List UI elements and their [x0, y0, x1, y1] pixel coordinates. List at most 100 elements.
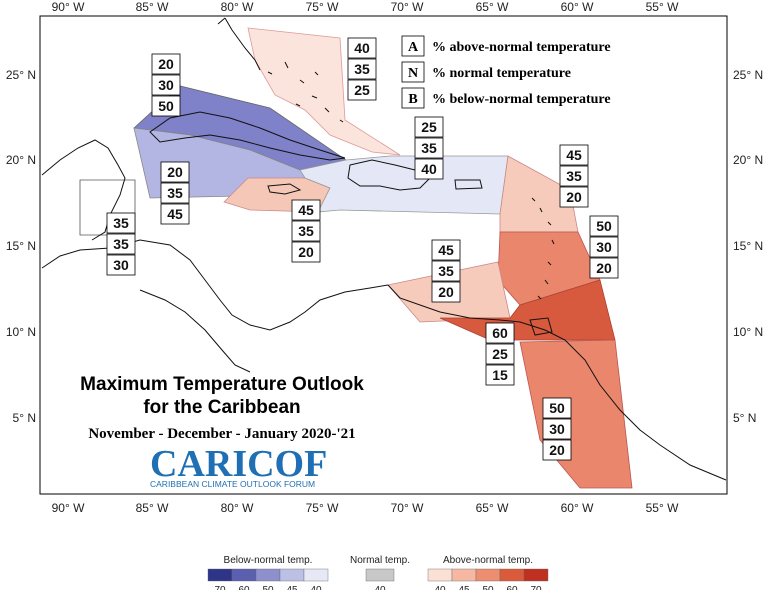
prob-cell — [431, 281, 461, 303]
colorbar-below-swatch — [303, 568, 329, 582]
colorbar-above-tick: 45 — [458, 585, 470, 590]
prob-box-cayman-islands: 20 35 45 — [160, 161, 190, 225]
prob-normal: 25 — [492, 346, 508, 362]
prob-cell — [485, 322, 515, 344]
prob-cell — [542, 397, 572, 419]
prob-below: 20 — [566, 189, 582, 205]
colorbar-below-tick: 40 — [310, 585, 322, 590]
prob-cell — [151, 95, 181, 117]
longitude-label-bottom: 65° W — [476, 501, 509, 515]
longitude-label-bottom: 85° W — [136, 501, 169, 515]
legend-letter-box — [401, 61, 425, 83]
prob-cell — [414, 158, 444, 180]
colorbar-below-tick: 70 — [214, 585, 226, 590]
latitude-label-right: 15° N — [733, 239, 763, 253]
longitude-label-bottom: 80° W — [221, 501, 254, 515]
bahamas-islands — [267, 61, 344, 123]
prob-above: 45 — [438, 242, 454, 258]
prob-normal: 35 — [354, 61, 370, 77]
colorbar-below-tick: 45 — [286, 585, 298, 590]
prob-below: 20 — [596, 260, 612, 276]
prob-above: 20 — [158, 56, 174, 72]
prob-cell — [106, 233, 136, 255]
prob-below: 45 — [167, 206, 183, 222]
prob-normal: 35 — [167, 185, 183, 201]
region-bahamas — [247, 27, 401, 156]
logo-subtitle: CARIBBEAN CLIMATE OUTLOOK FORUM — [150, 479, 315, 489]
prob-above: 45 — [566, 147, 582, 163]
prob-cell — [414, 137, 444, 159]
title-line-1: Maximum Temperature Outlook — [80, 374, 364, 395]
colorbar-above-swatch — [427, 568, 453, 582]
colorbar: Below-normal temp.7060504540Normal temp.… — [207, 555, 549, 590]
colorbar-below-swatch — [279, 568, 305, 582]
colorbar-above-tick: 70 — [530, 585, 542, 590]
colorbar-below: Below-normal temp. 70 60 50 45 40 — [207, 555, 329, 590]
prob-normal: 35 — [421, 140, 437, 156]
prob-normal: 35 — [438, 263, 454, 279]
colorbar-below-tick: 60 — [238, 585, 250, 590]
colorbar-above-swatch — [523, 568, 549, 582]
latitude-label-left: 15° N — [6, 239, 36, 253]
latitude-label-right: 20° N — [733, 153, 763, 167]
colorbar-normal-title: Normal temp. — [350, 555, 410, 566]
longitude-label-top: 60° W — [561, 0, 594, 14]
colorbar-below-swatch — [255, 568, 281, 582]
prob-box-guianas: 50 30 20 — [542, 397, 572, 461]
longitude-label-bottom: 60° W — [561, 501, 594, 515]
longitude-labels-bottom: 90° W 85° W 80° W 75° W 70° W 65° W 60° W 55° W — [52, 501, 679, 515]
latitude-label-right: 10° N — [733, 325, 763, 339]
prob-cell — [414, 116, 444, 138]
cuba-coast — [149, 111, 346, 161]
legend-letter: B — [408, 92, 417, 107]
prob-above: 60 — [492, 325, 508, 341]
prob-cell — [160, 182, 190, 204]
prob-cell — [347, 58, 377, 80]
latitude-label-right: 25° N — [733, 68, 763, 82]
prob-cell — [347, 79, 377, 101]
logo-name: CARICOF — [150, 443, 327, 485]
prob-box-cuba: 20 30 50 — [151, 53, 181, 117]
latitude-label-left: 25° N — [6, 68, 36, 82]
prob-box-belize: 35 35 30 — [106, 212, 136, 276]
colorbar-above-title: Above-normal temp. — [443, 555, 533, 566]
prob-cell — [542, 418, 572, 440]
prob-cell — [106, 254, 136, 276]
prob-above: 50 — [549, 400, 565, 416]
latitude-labels-right: 25° N 20° N 15° N 10° N 5° N — [733, 68, 763, 425]
longitude-label-top: 65° W — [476, 0, 509, 14]
prob-normal: 30 — [158, 77, 174, 93]
colorbar-below-tick: 50 — [262, 585, 274, 590]
anb-legend: A % above-normal temperature N % normal tem… — [401, 35, 611, 109]
prob-cell — [431, 239, 461, 261]
caricof-logo: CARICOF CARIBBEAN CLIMATE OUTLOOK FORUM — [150, 443, 327, 489]
prob-cell — [542, 439, 572, 461]
colorbar-above-tick: 60 — [506, 585, 518, 590]
latitude-label-left: 10° N — [6, 325, 36, 339]
puerto-rico-coast — [454, 179, 483, 190]
latitude-labels-left: 25° N 20° N 15° N 10° N 5° N — [6, 68, 36, 425]
central-america-pacific — [139, 289, 251, 373]
legend-letter-box — [401, 87, 425, 109]
prob-box-trinidad-and-tobago: 60 25 15 — [485, 322, 515, 386]
colorbar-below-swatch — [231, 568, 257, 582]
prob-above: 25 — [421, 119, 437, 135]
prob-above: 50 — [596, 218, 612, 234]
longitude-label-top: 70° W — [391, 0, 424, 14]
colorbar-above: Above-normal temp. 40 45 50 60 70 — [427, 555, 549, 590]
prob-cell — [559, 186, 589, 208]
prob-box-bahamas: 40 35 25 — [347, 37, 377, 101]
prob-normal: 30 — [549, 421, 565, 437]
longitude-label-top: 85° W — [136, 0, 169, 14]
prob-box-hispaniola-and-puerto-rico: 25 35 40 — [414, 116, 444, 180]
prob-cell — [559, 144, 589, 166]
legend-letter-box — [401, 35, 425, 57]
legend-description: % below-normal temperature — [432, 92, 611, 107]
prob-below: 30 — [113, 257, 129, 273]
prob-cell — [291, 241, 321, 263]
legend-item-b: B — [401, 87, 425, 109]
latitude-label-left: 5° N — [13, 411, 36, 425]
prob-cell — [589, 215, 619, 237]
colorbar-above-tick: 40 — [434, 585, 446, 590]
prob-cell — [589, 257, 619, 279]
